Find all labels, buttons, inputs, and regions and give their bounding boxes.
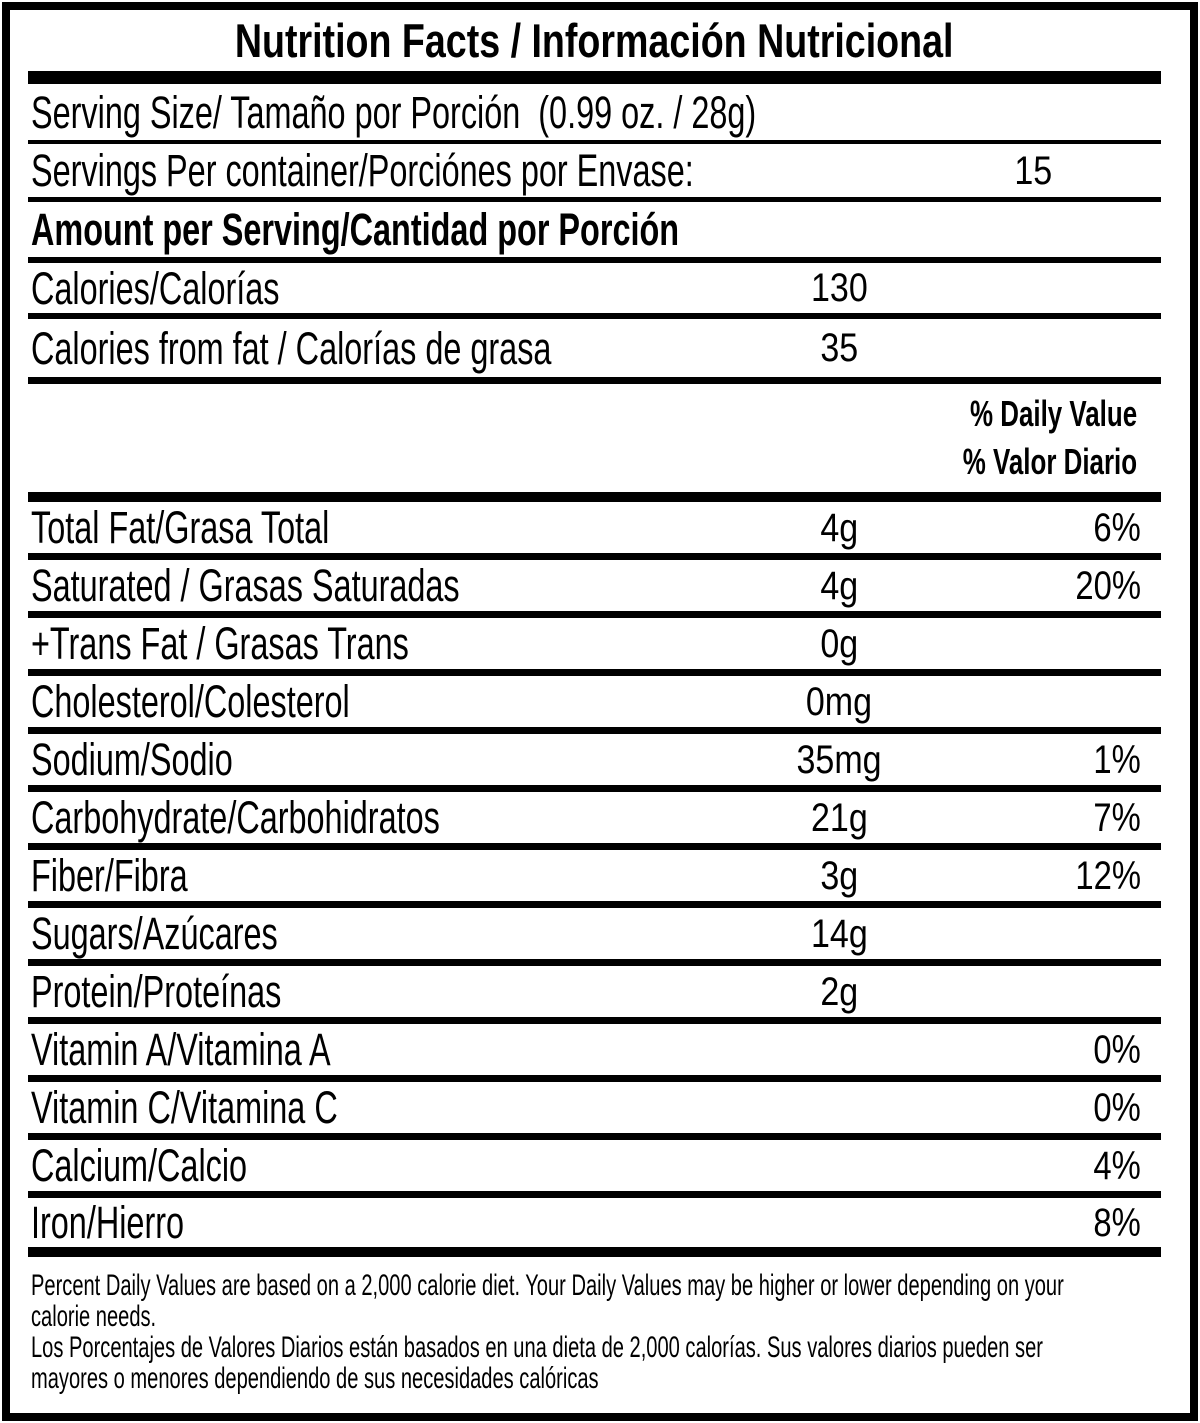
calories-row: Calories/Calorías 130: [28, 263, 1161, 319]
nutrient-dv: 1%: [1093, 737, 1141, 782]
nutrient-dv: 0%: [1093, 1027, 1141, 1072]
nutrient-amount: 2g: [820, 969, 858, 1014]
title-row: Nutrition Facts / Información Nutriciona…: [28, 10, 1161, 71]
footnote-es-line-1: Los Porcentajes de Valores Diarios están…: [31, 1331, 1043, 1364]
nutrient-row-total-fat: Total Fat/Grasa Total 4g 6%: [28, 502, 1161, 560]
nutrient-row-carbohydrate: Carbohydrate/Carbohidratos 21g 7%: [28, 792, 1161, 850]
calories-from-fat-label: Calories from fat / Calorías de grasa: [31, 322, 552, 374]
nutrient-dv: 20%: [1075, 563, 1141, 608]
nutrient-row-sodium: Sodium/Sodio 35mg 1%: [28, 734, 1161, 792]
nutrient-row-calcium: Calcium/Calcio 4%: [28, 1140, 1161, 1198]
nutrient-dv: 7%: [1093, 795, 1141, 840]
nutrient-amount: 0mg: [805, 679, 873, 724]
nutrient-label: Calcium/Calcio: [31, 1140, 248, 1191]
nutrient-amount: 21g: [810, 795, 868, 840]
nutrient-dv: 4%: [1093, 1143, 1141, 1188]
serving-size-row: Serving Size/ Tamaño por Porción (0.99 o…: [28, 84, 1161, 144]
nutrient-amount: 0g: [820, 621, 858, 666]
nutrient-amount: 4g: [820, 505, 858, 550]
nutrient-dv: 6%: [1093, 505, 1141, 550]
nutrient-row-iron: Iron/Hierro 8%: [28, 1198, 1161, 1257]
nutrient-label: Carbohydrate/Carbohidratos: [31, 792, 440, 843]
nutrient-row-fiber: Fiber/Fibra 3g 12%: [28, 850, 1161, 908]
footnote: Percent Daily Values are based on a 2,00…: [28, 1257, 1161, 1413]
nutrient-row-sugars: Sugars/Azúcares 14g: [28, 908, 1161, 966]
nutrient-row-trans-fat: +Trans Fat / Grasas Trans 0g: [28, 618, 1161, 676]
amount-per-serving-row: Amount per Serving/Cantidad por Porción: [28, 202, 1161, 263]
label-title: Nutrition Facts / Información Nutriciona…: [235, 14, 954, 67]
nutrient-dv: 12%: [1075, 853, 1141, 898]
serving-size-label: Serving Size/ Tamaño por Porción (0.99 o…: [31, 86, 757, 138]
nutrient-dv: 8%: [1093, 1200, 1141, 1245]
servings-per-container-row: Servings Per container/Porciónes por Env…: [28, 144, 1161, 202]
nutrient-label: +Trans Fat / Grasas Trans: [31, 618, 409, 669]
nutrient-row-protein: Protein/Proteínas 2g: [28, 966, 1161, 1024]
nutrient-amount: 35mg: [796, 737, 882, 782]
amount-per-serving-label: Amount per Serving/Cantidad por Porción: [31, 204, 680, 255]
nutrient-label: Sodium/Sodio: [31, 734, 233, 785]
nutrient-label: Protein/Proteínas: [31, 966, 282, 1017]
nutrient-row-vitamin-a: Vitamin A/Vitamina A 0%: [28, 1024, 1161, 1082]
nutrient-amount: 14g: [810, 911, 868, 956]
nutrient-label: Vitamin A/Vitamina A: [31, 1024, 331, 1075]
footnote-en-line-2: calorie needs.: [31, 1300, 157, 1333]
nutrient-dv: 0%: [1093, 1085, 1141, 1130]
nutrient-label: Total Fat/Grasa Total: [31, 502, 330, 553]
footnote-en-line-1: Percent Daily Values are based on a 2,00…: [31, 1269, 1064, 1302]
daily-value-header-es: % Valor Diario: [962, 441, 1137, 482]
nutrient-amount: 3g: [820, 853, 858, 898]
nutrient-label: Sugars/Azúcares: [31, 908, 278, 959]
nutrient-label: Iron/Hierro: [31, 1197, 185, 1248]
calories-from-fat-value: 35: [820, 326, 858, 370]
footnote-es-line-2: mayores o menores dependiendo de sus nec…: [31, 1362, 599, 1395]
nutrient-label: Saturated / Grasas Saturadas: [31, 560, 460, 611]
calories-label: Calories/Calorías: [31, 262, 280, 314]
servings-per-container-label: Servings Per container/Porciónes por Env…: [31, 145, 694, 196]
nutrient-label: Fiber/Fibra: [31, 850, 188, 901]
daily-value-header: % Daily Value % Valor Diario: [28, 384, 1161, 502]
nutrient-row-cholesterol: Cholesterol/Colesterol 0mg: [28, 676, 1161, 734]
daily-value-header-en: % Daily Value: [969, 393, 1137, 434]
calories-from-fat-row: Calories from fat / Calorías de grasa 35: [28, 319, 1161, 384]
nutrient-amount: 4g: [820, 563, 858, 608]
nutrient-row-saturated-fat: Saturated / Grasas Saturadas 4g 20%: [28, 560, 1161, 618]
servings-per-container-value: 15: [1014, 148, 1053, 193]
calories-value: 130: [810, 266, 868, 310]
nutrient-label: Vitamin C/Vitamina C: [31, 1082, 338, 1133]
nutrient-label: Cholesterol/Colesterol: [31, 676, 350, 727]
nutrient-row-vitamin-c: Vitamin C/Vitamina C 0%: [28, 1082, 1161, 1140]
title-divider-bar: [28, 71, 1161, 84]
